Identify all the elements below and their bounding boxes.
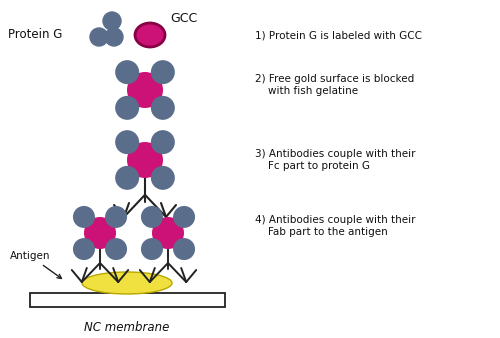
Circle shape (115, 130, 139, 154)
Circle shape (84, 217, 116, 249)
Circle shape (141, 238, 163, 260)
Circle shape (151, 166, 175, 190)
Circle shape (105, 28, 123, 46)
Text: Antigen: Antigen (10, 251, 62, 279)
Circle shape (103, 12, 121, 30)
Circle shape (115, 60, 139, 84)
Text: Protein G: Protein G (8, 28, 62, 42)
Circle shape (73, 238, 95, 260)
Text: 4) Antibodies couple with their
    Fab part to the antigen: 4) Antibodies couple with their Fab part… (255, 215, 416, 237)
Text: 3) Antibodies couple with their
    Fc part to protein G: 3) Antibodies couple with their Fc part … (255, 149, 416, 171)
Circle shape (90, 28, 108, 46)
Circle shape (115, 166, 139, 190)
Circle shape (105, 238, 127, 260)
Circle shape (173, 238, 195, 260)
Circle shape (151, 130, 175, 154)
Circle shape (151, 96, 175, 120)
Ellipse shape (135, 23, 165, 47)
Circle shape (152, 217, 184, 249)
Circle shape (127, 142, 163, 178)
Circle shape (173, 206, 195, 228)
Circle shape (105, 206, 127, 228)
FancyBboxPatch shape (30, 293, 225, 307)
Text: 2) Free gold surface is blocked
    with fish gelatine: 2) Free gold surface is blocked with fis… (255, 74, 414, 96)
Circle shape (151, 60, 175, 84)
Circle shape (127, 72, 163, 108)
Ellipse shape (82, 272, 172, 294)
Circle shape (141, 206, 163, 228)
Text: 1) Protein G is labeled with GCC: 1) Protein G is labeled with GCC (255, 30, 422, 40)
Circle shape (115, 96, 139, 120)
Text: NC membrane: NC membrane (84, 321, 170, 334)
Circle shape (73, 206, 95, 228)
Text: GCC: GCC (170, 13, 197, 25)
